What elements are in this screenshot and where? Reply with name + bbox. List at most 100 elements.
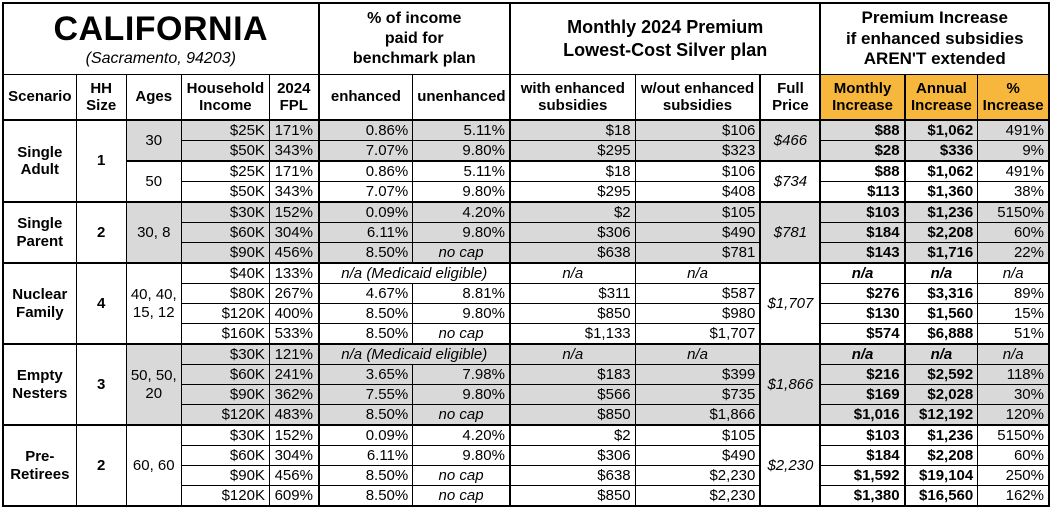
income-cell: $30K — [180, 201, 270, 223]
benchmark-banner: % of income paid for benchmark plan — [317, 2, 511, 75]
annual-increase-cell: n/a — [903, 343, 979, 365]
region-subtitle: (Sacramento, 94203) — [85, 49, 236, 67]
premium-with-subsidies-cell: $295 — [508, 181, 636, 203]
col-with-subsidies: with enhanced subsidies — [508, 74, 636, 121]
unenhanced-pct-cell: 9.80% — [412, 303, 511, 324]
income-cell: $30K — [180, 424, 270, 446]
enhanced-pct-cell: 8.50% — [317, 303, 414, 324]
table-row: Empty Nesters 3 50, 50, 20 $30K 121% n/a (Med… — [2, 343, 1050, 426]
unenhanced-pct-cell: no cap — [412, 485, 511, 507]
pct-increase-cell: 162% — [977, 485, 1050, 507]
enhanced-pct-cell: 0.09% — [317, 201, 414, 223]
annual-increase-cell: $1,062 — [903, 119, 979, 141]
fpl-cell: 267% — [268, 283, 320, 304]
premium-with-subsidies-cell: $18 — [508, 160, 636, 182]
col-fpl: 2024 FPL — [268, 74, 320, 121]
monthly-increase-cell: $88 — [819, 160, 906, 182]
hh-size-cell: 4 — [75, 262, 127, 345]
pct-increase-cell: 15% — [977, 303, 1050, 324]
scenario-cell: Pre- Retirees — [2, 424, 77, 507]
unenhanced-pct-cell: no cap — [412, 404, 511, 426]
medicaid-eligible-cell: n/a (Medicaid eligible) — [317, 262, 511, 284]
income-cell: $25K — [180, 119, 270, 141]
annual-increase-cell: $336 — [903, 140, 979, 162]
col-pct-increase: % Increase — [977, 74, 1050, 121]
fpl-cell: 609% — [268, 485, 320, 507]
pct-increase-cell: 60% — [977, 445, 1050, 466]
annual-increase-cell: $2,028 — [903, 384, 979, 405]
premium-without-subsidies-cell: $2,230 — [634, 465, 761, 486]
full-price-cell: $781 — [759, 201, 821, 264]
fpl-cell: 400% — [268, 303, 320, 324]
premium-without-subsidies-cell: $490 — [634, 445, 761, 466]
col-enhanced: enhanced — [317, 74, 414, 121]
scenario-cell: Single Parent — [2, 201, 77, 264]
premium-with-subsidies-cell: $18 — [508, 119, 636, 141]
enhanced-pct-cell: 8.50% — [317, 404, 414, 426]
monthly-increase-cell: $169 — [819, 384, 906, 405]
col-ages: Ages — [125, 74, 182, 121]
unenhanced-pct-cell: 5.11% — [412, 119, 511, 141]
full-price-cell: $466 — [759, 119, 821, 162]
premium-without-subsidies-cell: $105 — [634, 424, 761, 446]
unenhanced-pct-cell: 7.98% — [412, 364, 511, 385]
pct-increase-cell: 30% — [977, 384, 1050, 405]
unenhanced-pct-cell: no cap — [412, 323, 511, 345]
monthly-increase-cell: $574 — [819, 323, 906, 345]
fpl-cell: 483% — [268, 404, 320, 426]
table-row: $60K 304% 6.11% 9.80% $306 $490 $184 $2,208 60% — [3, 222, 1050, 243]
monthly-increase-cell: $103 — [819, 424, 906, 446]
premium-with-subsidies-cell: $638 — [508, 242, 636, 264]
premium-with-subsidies-cell: $850 — [508, 404, 636, 426]
monthly-increase-cell: $130 — [819, 303, 906, 324]
fpl-cell: 304% — [268, 222, 320, 243]
premium-with-subsidies-cell: $566 — [508, 384, 636, 405]
increase-banner: Premium Increase if enhanced subsidies A… — [819, 2, 1050, 75]
enhanced-pct-cell: 0.09% — [317, 424, 414, 446]
column-header-row: Scenario HH Size Ages Household Income 2… — [2, 74, 1050, 121]
pct-increase-cell: 5150% — [977, 201, 1050, 223]
pct-increase-cell: 22% — [977, 242, 1050, 264]
table-row: $80K 267% 4.67% 8.81% $311 $587 $276 $3,316 89% — [3, 283, 1050, 304]
monthly-increase-cell: $143 — [819, 242, 906, 264]
table-row: Nuclear Family 4 40, 40, 15, 12 $40K 133% n/a… — [2, 262, 1050, 345]
col-without-subsidies: w/out enhanced subsidies — [634, 74, 761, 121]
full-price-cell: $2,230 — [759, 424, 821, 507]
annual-increase-cell: $1,360 — [903, 181, 979, 203]
income-cell: $50K — [180, 140, 270, 162]
fpl-cell: 121% — [268, 343, 320, 365]
premium-without-subsidies-cell: $399 — [634, 364, 761, 385]
scenario-cell: Nuclear Family — [2, 262, 77, 345]
premium-with-subsidies-cell: $2 — [508, 201, 636, 223]
premium-with-subsidies-cell: $2 — [508, 424, 636, 446]
income-cell: $160K — [180, 323, 270, 345]
unenhanced-pct-cell: no cap — [412, 465, 511, 486]
premium-with-subsidies-cell: $311 — [508, 283, 636, 304]
annual-increase-cell: $2,208 — [903, 222, 979, 243]
premium-without-subsidies-cell: $781 — [634, 242, 761, 264]
premium-with-subsidies-cell: $1,133 — [508, 323, 636, 345]
monthly-increase-cell: $276 — [819, 283, 906, 304]
premium-without-subsidies-cell: n/a — [634, 262, 761, 284]
monthly-increase-cell: $28 — [819, 140, 906, 162]
fpl-cell: 152% — [268, 424, 320, 446]
income-cell: $90K — [180, 242, 270, 264]
monthly-increase-cell: n/a — [819, 262, 906, 284]
unenhanced-pct-cell: 4.20% — [412, 201, 511, 223]
unenhanced-pct-cell: 8.81% — [412, 283, 511, 304]
premium-without-subsidies-cell: $323 — [634, 140, 761, 162]
pct-increase-cell: 38% — [977, 181, 1050, 203]
premium-without-subsidies-cell: $105 — [634, 201, 761, 223]
income-cell: $60K — [180, 445, 270, 466]
scenario-cell: Empty Nesters — [2, 343, 77, 426]
hh-size-cell: 3 — [75, 343, 127, 426]
enhanced-pct-cell: 7.55% — [317, 384, 414, 405]
premium-with-subsidies-cell: $306 — [508, 445, 636, 466]
unenhanced-pct-cell: 5.11% — [412, 160, 511, 182]
col-household-income: Household Income — [180, 74, 270, 121]
table-header: CALIFORNIA (Sacramento, 94203) % of inco… — [2, 2, 1050, 121]
pct-increase-cell: 491% — [977, 119, 1050, 141]
enhanced-pct-cell: 8.50% — [317, 323, 414, 345]
